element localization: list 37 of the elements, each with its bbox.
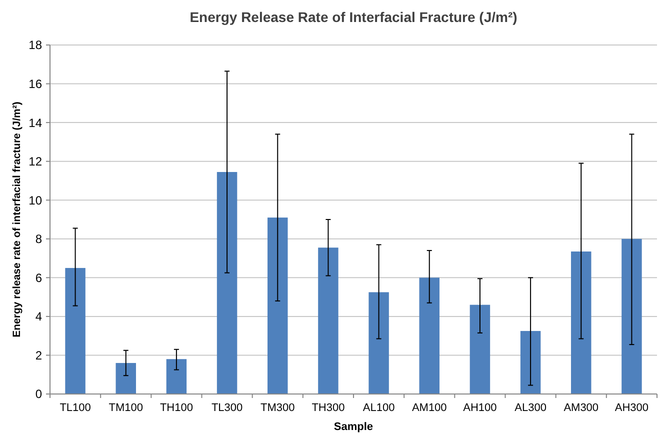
- y-axis-title: Energy release rate of interfacial fracture (J/m²): [11, 102, 23, 338]
- x-axis-title: Sample: [334, 421, 374, 433]
- y-tick-label: 8: [35, 232, 42, 246]
- x-tick-label: AL300: [514, 402, 546, 414]
- x-tick-label: TL300: [211, 402, 243, 414]
- x-tick-label: AM100: [412, 402, 447, 414]
- bar: [470, 304, 490, 394]
- y-tick-label: 10: [28, 193, 42, 208]
- y-tick-label: 18: [28, 38, 42, 52]
- x-tick-label: TH100: [160, 402, 193, 414]
- y-tick-label: 6: [35, 270, 42, 285]
- y-tick-label: 14: [28, 116, 42, 130]
- bar: [116, 362, 136, 394]
- x-tick-label: TM300: [260, 402, 295, 414]
- x-tick-label: TH300: [312, 402, 345, 414]
- y-tick-label: 16: [28, 76, 42, 91]
- x-tick-label: TL100: [60, 402, 91, 414]
- y-tick-label: 12: [28, 154, 42, 169]
- x-tick-label: AM300: [564, 402, 599, 414]
- bar: [268, 218, 288, 394]
- x-tick-label: AL100: [362, 402, 395, 414]
- bar: [368, 292, 389, 394]
- bar: [419, 278, 440, 394]
- bar: [318, 248, 338, 394]
- bar: [65, 268, 86, 394]
- chart-title: Energy Release Rate of Interfacial Fracture (J/m²): [190, 9, 518, 25]
- x-tick-label: TM100: [108, 402, 143, 414]
- y-tick-label: 2: [35, 348, 42, 362]
- y-tick-label: 4: [35, 310, 42, 324]
- x-tick-label: AH100: [463, 402, 497, 414]
- bar: [216, 172, 238, 394]
- bar: [166, 359, 187, 394]
- bar: [571, 251, 592, 394]
- bar: [520, 330, 541, 394]
- y-tick-label: 0: [35, 387, 42, 402]
- x-tick-label: AH300: [614, 402, 649, 414]
- bar: [622, 238, 642, 394]
